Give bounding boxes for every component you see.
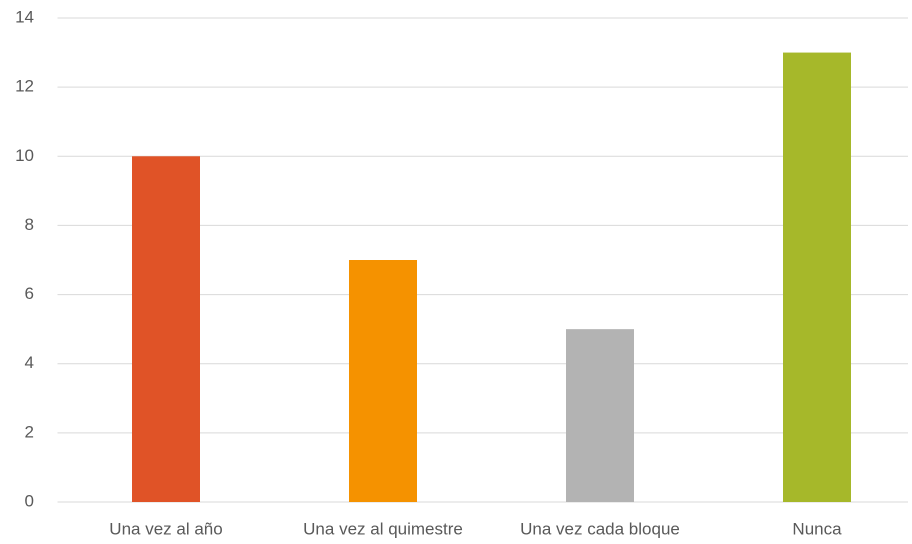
- y-tick-label: 8: [25, 215, 34, 234]
- x-tick-label: Una vez al quimestre: [303, 519, 463, 538]
- x-tick-label: Nunca: [792, 519, 842, 538]
- y-tick-label: 14: [15, 7, 34, 26]
- bar: [566, 329, 634, 502]
- x-tick-label: Una vez cada bloque: [520, 519, 680, 538]
- bar: [349, 260, 417, 502]
- y-tick-label: 0: [25, 491, 34, 510]
- y-tick-label: 6: [25, 284, 34, 303]
- y-tick-label: 10: [15, 146, 34, 165]
- y-tick-label: 4: [25, 353, 34, 372]
- y-tick-label: 2: [25, 422, 34, 441]
- bar: [783, 52, 851, 502]
- x-tick-label: Una vez al año: [109, 519, 222, 538]
- bar: [132, 156, 200, 503]
- y-tick-label: 12: [15, 77, 34, 96]
